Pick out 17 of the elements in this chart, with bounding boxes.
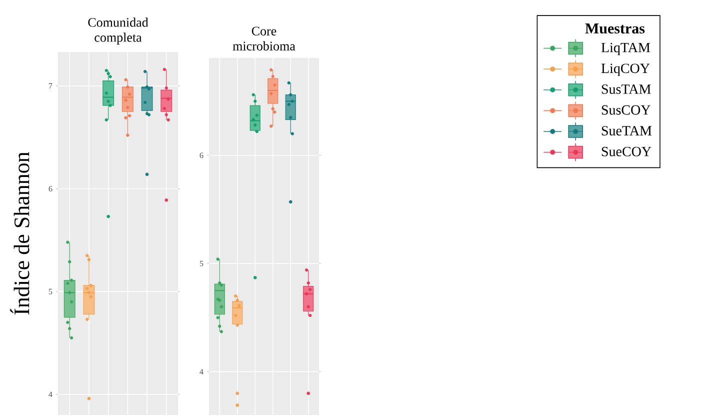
legend-label: SusTAM	[602, 84, 651, 94]
legend-title: Muestras	[585, 24, 645, 34]
chart-title: Comunidad completa	[88, 18, 148, 44]
legend-label: LiqCOY	[601, 64, 650, 76]
chart-title: Core microbioma	[232, 26, 296, 50]
y-axis-title: Índice de Shannon	[10, 152, 30, 315]
legend-label: LiqTAM	[601, 42, 650, 56]
y-tick-label: 6	[48, 186, 52, 192]
y-tick-label: 5	[200, 260, 204, 266]
y-tick-label: 4	[200, 369, 204, 374]
legend-label: SusCOY	[602, 105, 650, 115]
legend-label: SueCOY	[602, 146, 652, 156]
y-tick-label: 7	[49, 83, 52, 89]
y-tick-label: 4	[48, 392, 52, 398]
y-tick-label: 5	[48, 288, 52, 294]
y-tick-label: 6	[200, 152, 204, 158]
legend-label: SueTAM	[602, 126, 652, 136]
